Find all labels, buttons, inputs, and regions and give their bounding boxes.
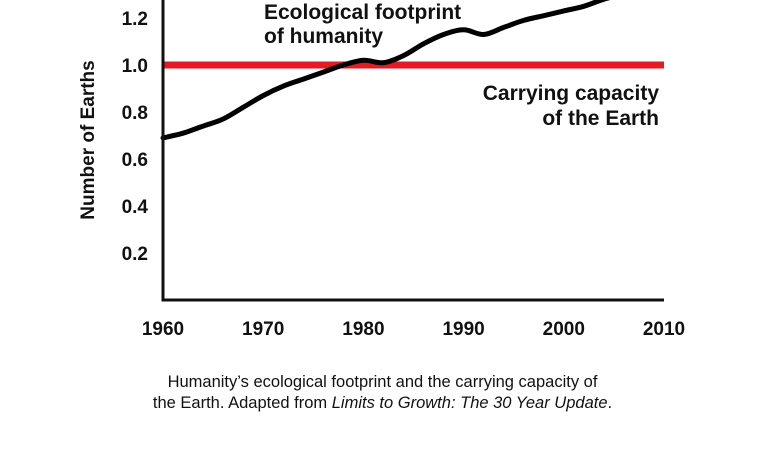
x-tick-label-1960: 1960 (142, 319, 184, 340)
y-tick-label-1.2: 1.2 (122, 9, 148, 30)
ecological-footprint-line (160, 0, 611, 141)
caption-line-1: Humanity’s ecological footprint and the … (167, 373, 598, 391)
x-tick-label-1990: 1990 (442, 319, 484, 340)
caption-suffix: . (607, 394, 613, 412)
footprint-annotation-line-2: of humanity (264, 25, 383, 48)
y-axis-label: Number of Earths (78, 60, 99, 219)
x-tick-label-2010: 2010 (643, 319, 685, 340)
y-tick-label-0.6: 0.6 (122, 150, 148, 171)
y-tick-label-0.2: 0.2 (122, 244, 148, 265)
capacity-annotation-line-1: Carrying capacity (483, 82, 660, 105)
x-tick-label-2000: 2000 (543, 319, 585, 340)
chart: Number of Earths 0.2 0.4 0.6 0.8 1.0 1.2 1960 1… (78, 0, 685, 340)
figure-caption: Humanity’s ecological footprint and the … (0, 372, 765, 414)
y-tick-label-0.4: 0.4 (122, 197, 149, 218)
caption-line-2: the Earth. Adapted from Limits to Growth… (0, 393, 765, 414)
x-tick-label-1980: 1980 (342, 319, 384, 340)
x-tick-label-1970: 1970 (242, 319, 284, 340)
capacity-annotation-line-2: of the Earth (542, 107, 659, 130)
footprint-annotation-line-1: Ecological footprint (264, 1, 461, 24)
caption-prefix: the Earth. Adapted from (152, 394, 332, 412)
caption-book-title: Limits to Growth: The 30 Year Update (331, 394, 608, 412)
y-tick-label-1.0: 1.0 (122, 56, 148, 77)
y-tick-label-0.8: 0.8 (122, 103, 148, 124)
